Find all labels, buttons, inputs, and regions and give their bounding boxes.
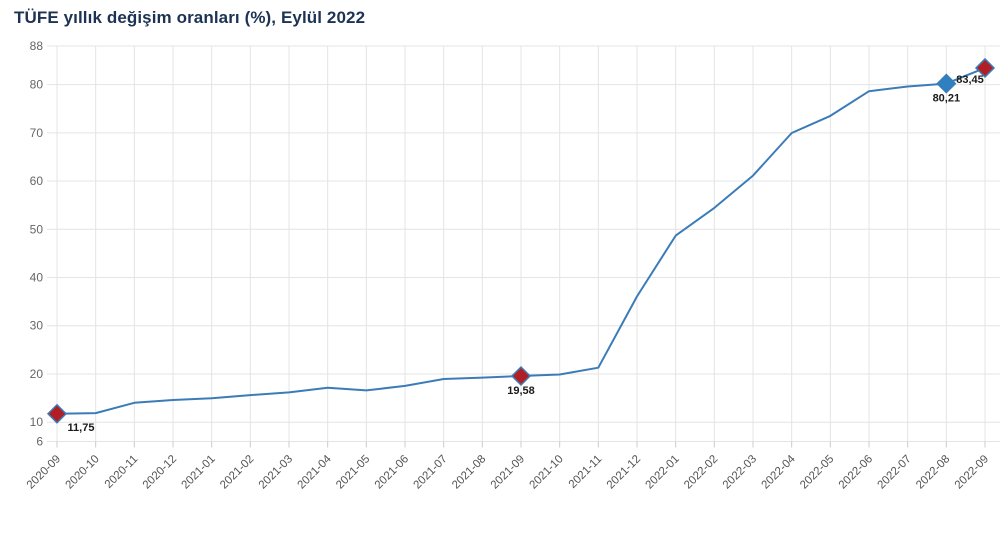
x-axis-tick-label: 2021-12 (605, 453, 643, 491)
x-axis-tick-label: 2022-08 (914, 453, 952, 491)
y-axis-tick-label: 40 (30, 271, 44, 285)
data-point-label: 11,75 (68, 422, 95, 434)
x-axis-tick-label: 2022-07 (875, 453, 913, 491)
x-axis-tick-label: 2022-06 (837, 453, 875, 491)
y-axis-tick-label: 30 (30, 319, 44, 333)
x-axis-tick-label: 2020-12 (141, 453, 179, 491)
y-axis-tick-label: 6 (36, 435, 43, 449)
x-axis-tick-label: 2021-04 (295, 453, 334, 492)
x-axis-tick-label: 2021-11 (567, 453, 605, 491)
data-point-label: 83,45 (956, 74, 984, 86)
data-point-label: 19,58 (507, 385, 535, 397)
data-point-marker[interactable] (46, 403, 68, 424)
x-axis-tick-label: 2022-04 (759, 453, 798, 492)
y-axis-tick-label: 88 (30, 39, 44, 53)
x-axis-tick-label: 2021-03 (257, 453, 295, 491)
x-axis-tick-label: 2021-05 (334, 453, 372, 491)
x-axis-tick-label: 2021-06 (373, 453, 411, 491)
x-axis-tick-label: 2022-01 (643, 453, 681, 491)
data-point-marker[interactable] (974, 57, 996, 79)
y-axis-tick-label: 80 (30, 78, 44, 92)
x-axis-tick-label: 2021-02 (218, 453, 256, 491)
y-axis-tick-label: 20 (30, 367, 44, 381)
x-axis-tick-label: 2021-09 (489, 453, 527, 491)
x-axis-tick-label: 2021-10 (527, 453, 565, 491)
y-axis-tick-label: 70 (30, 126, 44, 140)
data-point-marker[interactable] (936, 73, 957, 94)
x-axis-tick-label: 2021-01 (179, 453, 217, 491)
x-axis-tick-label: 2022-02 (682, 453, 720, 491)
x-axis-tick-label: 2022-05 (798, 453, 836, 491)
data-point-marker[interactable] (510, 365, 532, 387)
x-axis-tick-label: 2021-08 (450, 453, 488, 491)
x-axis-tick-label: 2021-07 (411, 453, 449, 491)
x-axis-tick-label: 2020-09 (25, 453, 63, 491)
y-axis-tick-label: 10 (30, 415, 44, 429)
y-axis-tick-label: 50 (30, 222, 44, 236)
x-axis-tick-label: 2022-03 (721, 453, 759, 491)
chart-title: TÜFE yıllık değişim oranları (%), Eylül … (14, 8, 366, 27)
x-axis-tick-label: 2022-09 (953, 453, 991, 491)
x-axis-tick-label: 2020-11 (103, 453, 141, 491)
x-axis-tick-label: 2020-10 (63, 453, 101, 491)
y-axis-tick-label: 60 (30, 174, 44, 188)
data-point-label: 80,21 (933, 93, 961, 105)
